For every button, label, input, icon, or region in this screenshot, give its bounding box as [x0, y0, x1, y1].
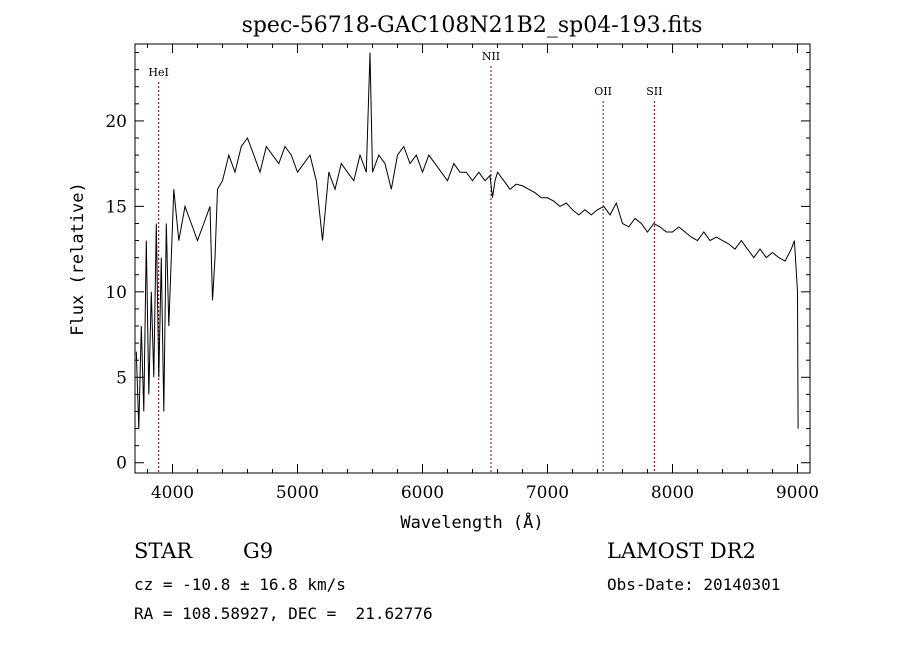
x-tick-label: 5000: [276, 483, 319, 503]
x-tick-label: 4000: [151, 483, 194, 503]
redshift-info: cz = -10.8 ± 16.8 km/s: [134, 575, 346, 594]
marker-label-sii: SII: [646, 85, 662, 98]
object-type: STAR: [134, 539, 193, 563]
plot-frame: [134, 43, 811, 474]
x-tick-label: 7000: [526, 483, 569, 503]
y-axis-label: Flux (relative): [68, 182, 88, 336]
coordinates-info: RA = 108.58927, DEC = 21.62776: [134, 604, 433, 623]
x-tick-label: 8000: [651, 483, 694, 503]
spectrum-line: [135, 52, 799, 429]
y-tick-label: 10: [105, 283, 127, 303]
y-tick-label: 0: [116, 454, 127, 474]
chart-title: spec-56718-GAC108N21B2_sp04-193.fits: [242, 13, 703, 38]
object-subclass: G9: [243, 539, 274, 563]
y-tick-label: 5: [116, 368, 127, 388]
marker-label-nii: NII: [482, 50, 500, 63]
y-tick-label: 20: [105, 112, 127, 132]
observation-date: Obs-Date: 20140301: [607, 575, 781, 594]
x-tick-label: 6000: [401, 483, 444, 503]
marker-label-hei: HeI: [148, 66, 168, 79]
x-axis-label: Wavelength (Å): [400, 511, 543, 533]
x-axis: 4000 5000 6000 7000 8000 9000: [147, 44, 819, 503]
y-axis: 0 5 10 15 20: [105, 52, 810, 474]
x-tick-label: 9000: [776, 483, 819, 503]
emission-line-markers: HeI NII OII SII: [148, 50, 662, 473]
survey-name: LAMOST DR2: [607, 539, 756, 563]
marker-label-oii: OII: [594, 85, 612, 98]
y-tick-label: 15: [105, 197, 127, 217]
